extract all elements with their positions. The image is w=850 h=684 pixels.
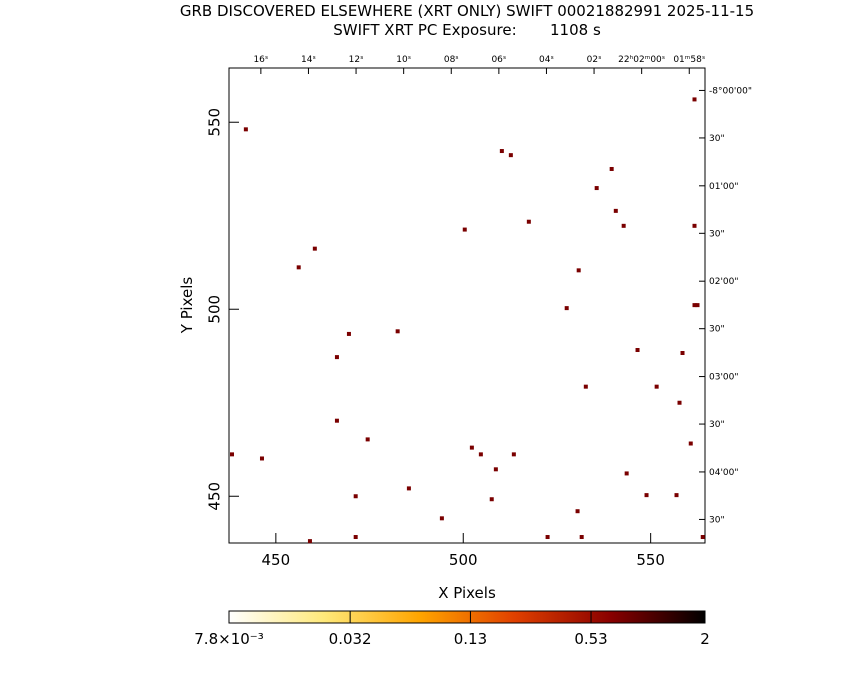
colorbar-tick-label: 7.8×10⁻³ <box>194 630 263 648</box>
point <box>680 351 685 355</box>
y2-tick-label: 30" <box>709 134 725 144</box>
x2-tick-label: 22ʰ02ᵐ00ˢ <box>618 55 665 65</box>
chart-subtitle: SWIFT XRT PC Exposure: 1108 s <box>333 21 601 39</box>
x-tick-label: 500 <box>449 551 478 569</box>
point <box>526 219 531 224</box>
point <box>346 331 351 336</box>
colorbar-tick-label: 2 <box>700 630 710 648</box>
y-tick-label: 550 <box>206 108 224 137</box>
x2-tick-label: 10ˢ <box>396 55 411 65</box>
point <box>613 208 618 213</box>
point <box>677 400 682 405</box>
point <box>594 186 599 191</box>
point <box>406 486 411 491</box>
y2-tick-label: 30" <box>709 420 725 430</box>
point <box>674 493 679 498</box>
point <box>564 306 569 311</box>
x-axis-label: X Pixels <box>438 584 496 602</box>
x2-tick-label: 04ˢ <box>539 55 554 65</box>
y2-tick-label: 30" <box>709 515 725 525</box>
point <box>229 452 234 457</box>
y-tick-label: 450 <box>206 482 224 511</box>
colorbar-tick-label: 0.032 <box>329 630 372 648</box>
x2-tick-label: 14ˢ <box>301 55 316 65</box>
point <box>545 535 550 540</box>
x-tick-label: 550 <box>636 551 665 569</box>
point <box>692 223 697 228</box>
y2-tick-label: 30" <box>709 229 725 239</box>
y2-tick-label: 03'00" <box>709 373 739 383</box>
point <box>259 456 264 461</box>
point <box>478 452 483 457</box>
point <box>654 384 659 389</box>
x2-tick-label: 16ˢ <box>253 55 268 65</box>
point <box>462 227 467 232</box>
x2-tick-label: 06ˢ <box>491 55 506 65</box>
point <box>688 441 693 446</box>
point <box>695 303 700 308</box>
point <box>692 97 697 102</box>
y2-tick-label: 01'00" <box>709 182 739 192</box>
point <box>493 467 498 472</box>
y-tick-label: 500 <box>206 295 224 324</box>
point <box>621 223 626 228</box>
point <box>353 494 358 499</box>
point <box>692 303 697 308</box>
point <box>334 355 339 360</box>
colorbar-tick-label: 0.13 <box>454 630 487 648</box>
point <box>624 471 629 476</box>
y-axis-label: Y Pixels <box>178 277 196 335</box>
colorbar-tick-label: 0.53 <box>574 630 607 648</box>
point <box>334 418 339 423</box>
point <box>499 149 504 154</box>
point <box>508 153 513 158</box>
point <box>365 437 370 442</box>
point <box>511 452 516 457</box>
point <box>312 246 317 251</box>
point <box>353 535 358 540</box>
chart-title: GRB DISCOVERED ELSEWHERE (XRT ONLY) SWIF… <box>180 2 754 20</box>
y2-tick-label: 02'00" <box>709 277 739 287</box>
point <box>635 348 640 353</box>
x2-tick-label: 08ˢ <box>444 55 459 65</box>
point <box>609 166 614 171</box>
point <box>575 509 580 514</box>
point <box>469 445 474 450</box>
point <box>243 127 248 132</box>
colorbar <box>228 610 706 624</box>
x2-tick-label: 01ᵐ58ˢ <box>673 55 705 65</box>
point <box>395 329 400 334</box>
point <box>439 516 444 521</box>
point <box>296 265 301 270</box>
point <box>583 384 588 389</box>
point <box>579 535 584 540</box>
point <box>489 497 494 502</box>
x-tick-label: 450 <box>262 551 291 569</box>
x2-tick-label: 12ˢ <box>349 55 364 65</box>
point <box>700 535 705 540</box>
y2-tick-label: 04'00" <box>709 468 739 478</box>
point <box>644 493 649 498</box>
point <box>307 539 312 544</box>
x2-tick-label: 02ˢ <box>587 55 602 65</box>
y2-tick-label: 30" <box>709 325 725 335</box>
plot-frame <box>228 67 706 544</box>
y2-tick-label: -8°00'00" <box>709 86 752 96</box>
point <box>576 268 581 273</box>
